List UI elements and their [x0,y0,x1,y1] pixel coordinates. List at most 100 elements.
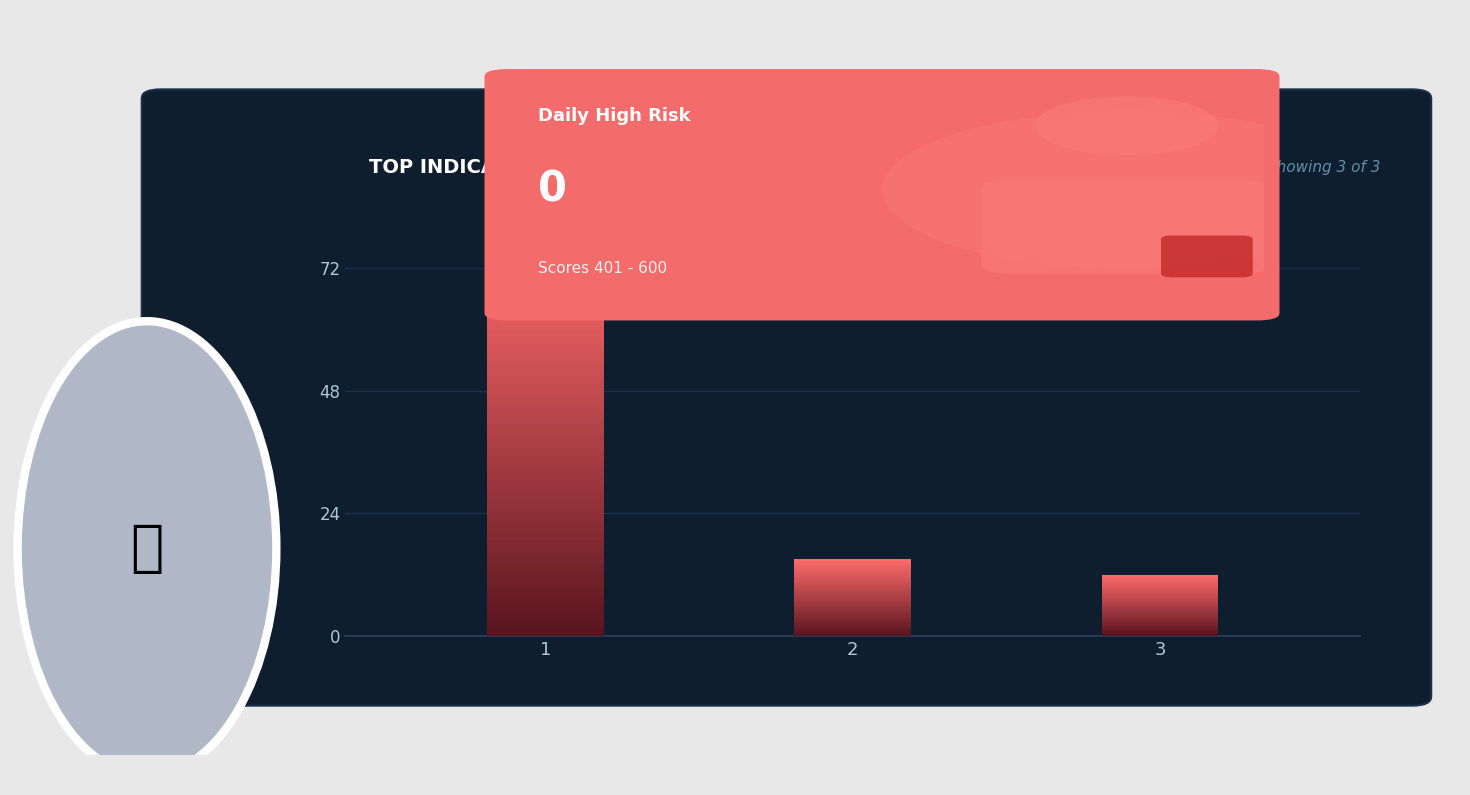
Bar [487,422,604,425]
Bar [487,435,604,438]
FancyBboxPatch shape [982,180,1272,273]
Bar [487,598,604,601]
Bar [487,275,604,278]
Text: Scores 401 - 600: Scores 401 - 600 [538,262,667,276]
Bar [487,473,604,476]
Bar [487,467,604,470]
Bar [487,463,604,467]
Bar [487,400,604,403]
Bar [487,550,604,553]
Bar [487,329,604,332]
Bar [487,387,604,390]
Bar [487,371,604,374]
Bar [487,262,604,266]
Bar [487,454,604,457]
Bar [487,332,604,335]
Bar [487,361,604,364]
Bar [487,498,604,502]
Bar [487,406,604,409]
Bar [487,579,604,582]
Bar [487,441,604,444]
Bar [487,278,604,281]
Bar [487,524,604,527]
Bar [487,307,604,310]
Bar [487,547,604,550]
Bar [487,266,604,269]
Bar [487,483,604,486]
Bar [487,537,604,540]
Bar [487,259,604,262]
Bar [487,345,604,348]
Bar [487,381,604,384]
Bar [487,582,604,585]
Bar [487,416,604,419]
Bar [487,367,604,371]
Bar [487,563,604,566]
Text: 0: 0 [538,169,567,211]
Bar [487,476,604,479]
Bar [487,297,604,301]
Bar [487,438,604,441]
Bar [487,576,604,579]
Bar [487,444,604,448]
Bar [487,505,604,508]
Bar [487,384,604,387]
FancyBboxPatch shape [485,69,1279,320]
Bar [487,623,604,626]
Text: Daily High Risk: Daily High Risk [538,107,691,125]
FancyBboxPatch shape [1161,235,1252,277]
Bar [487,316,604,320]
Bar [487,489,604,492]
Bar [487,601,604,604]
Bar [487,617,604,620]
Bar [487,495,604,498]
Text: TOP INDICATORS OF RISK (%): TOP INDICATORS OF RISK (%) [369,158,692,177]
Bar [487,633,604,636]
Bar [487,460,604,463]
Bar [487,413,604,416]
Bar [487,355,604,358]
Bar [487,342,604,345]
Bar [487,374,604,378]
Circle shape [882,111,1372,269]
Circle shape [18,321,276,776]
Bar [487,335,604,339]
Bar [487,620,604,623]
Bar [487,320,604,323]
Bar [487,358,604,361]
Bar [487,269,604,272]
Bar [487,256,604,259]
Bar [487,364,604,368]
Bar [487,403,604,406]
Bar [487,502,604,505]
Bar [487,313,604,316]
Bar [487,294,604,297]
Bar [487,626,604,630]
Bar [487,301,604,304]
Bar [487,326,604,329]
Bar [487,425,604,429]
Bar [487,514,604,518]
Bar [487,291,604,294]
Bar [487,432,604,435]
Bar [487,566,604,569]
Bar [487,492,604,495]
Bar [487,457,604,460]
Bar [487,351,604,355]
Bar [487,470,604,473]
Bar [487,508,604,511]
Bar [487,518,604,521]
FancyBboxPatch shape [141,89,1432,706]
Bar [487,591,604,595]
Bar [487,390,604,394]
Circle shape [1035,96,1219,155]
Bar [487,604,604,607]
Bar [487,540,604,543]
Bar [487,448,604,451]
Bar [487,253,604,256]
Bar [487,378,604,381]
Bar [487,543,604,547]
Bar [487,397,604,400]
Bar [487,310,604,313]
Bar [487,479,604,483]
